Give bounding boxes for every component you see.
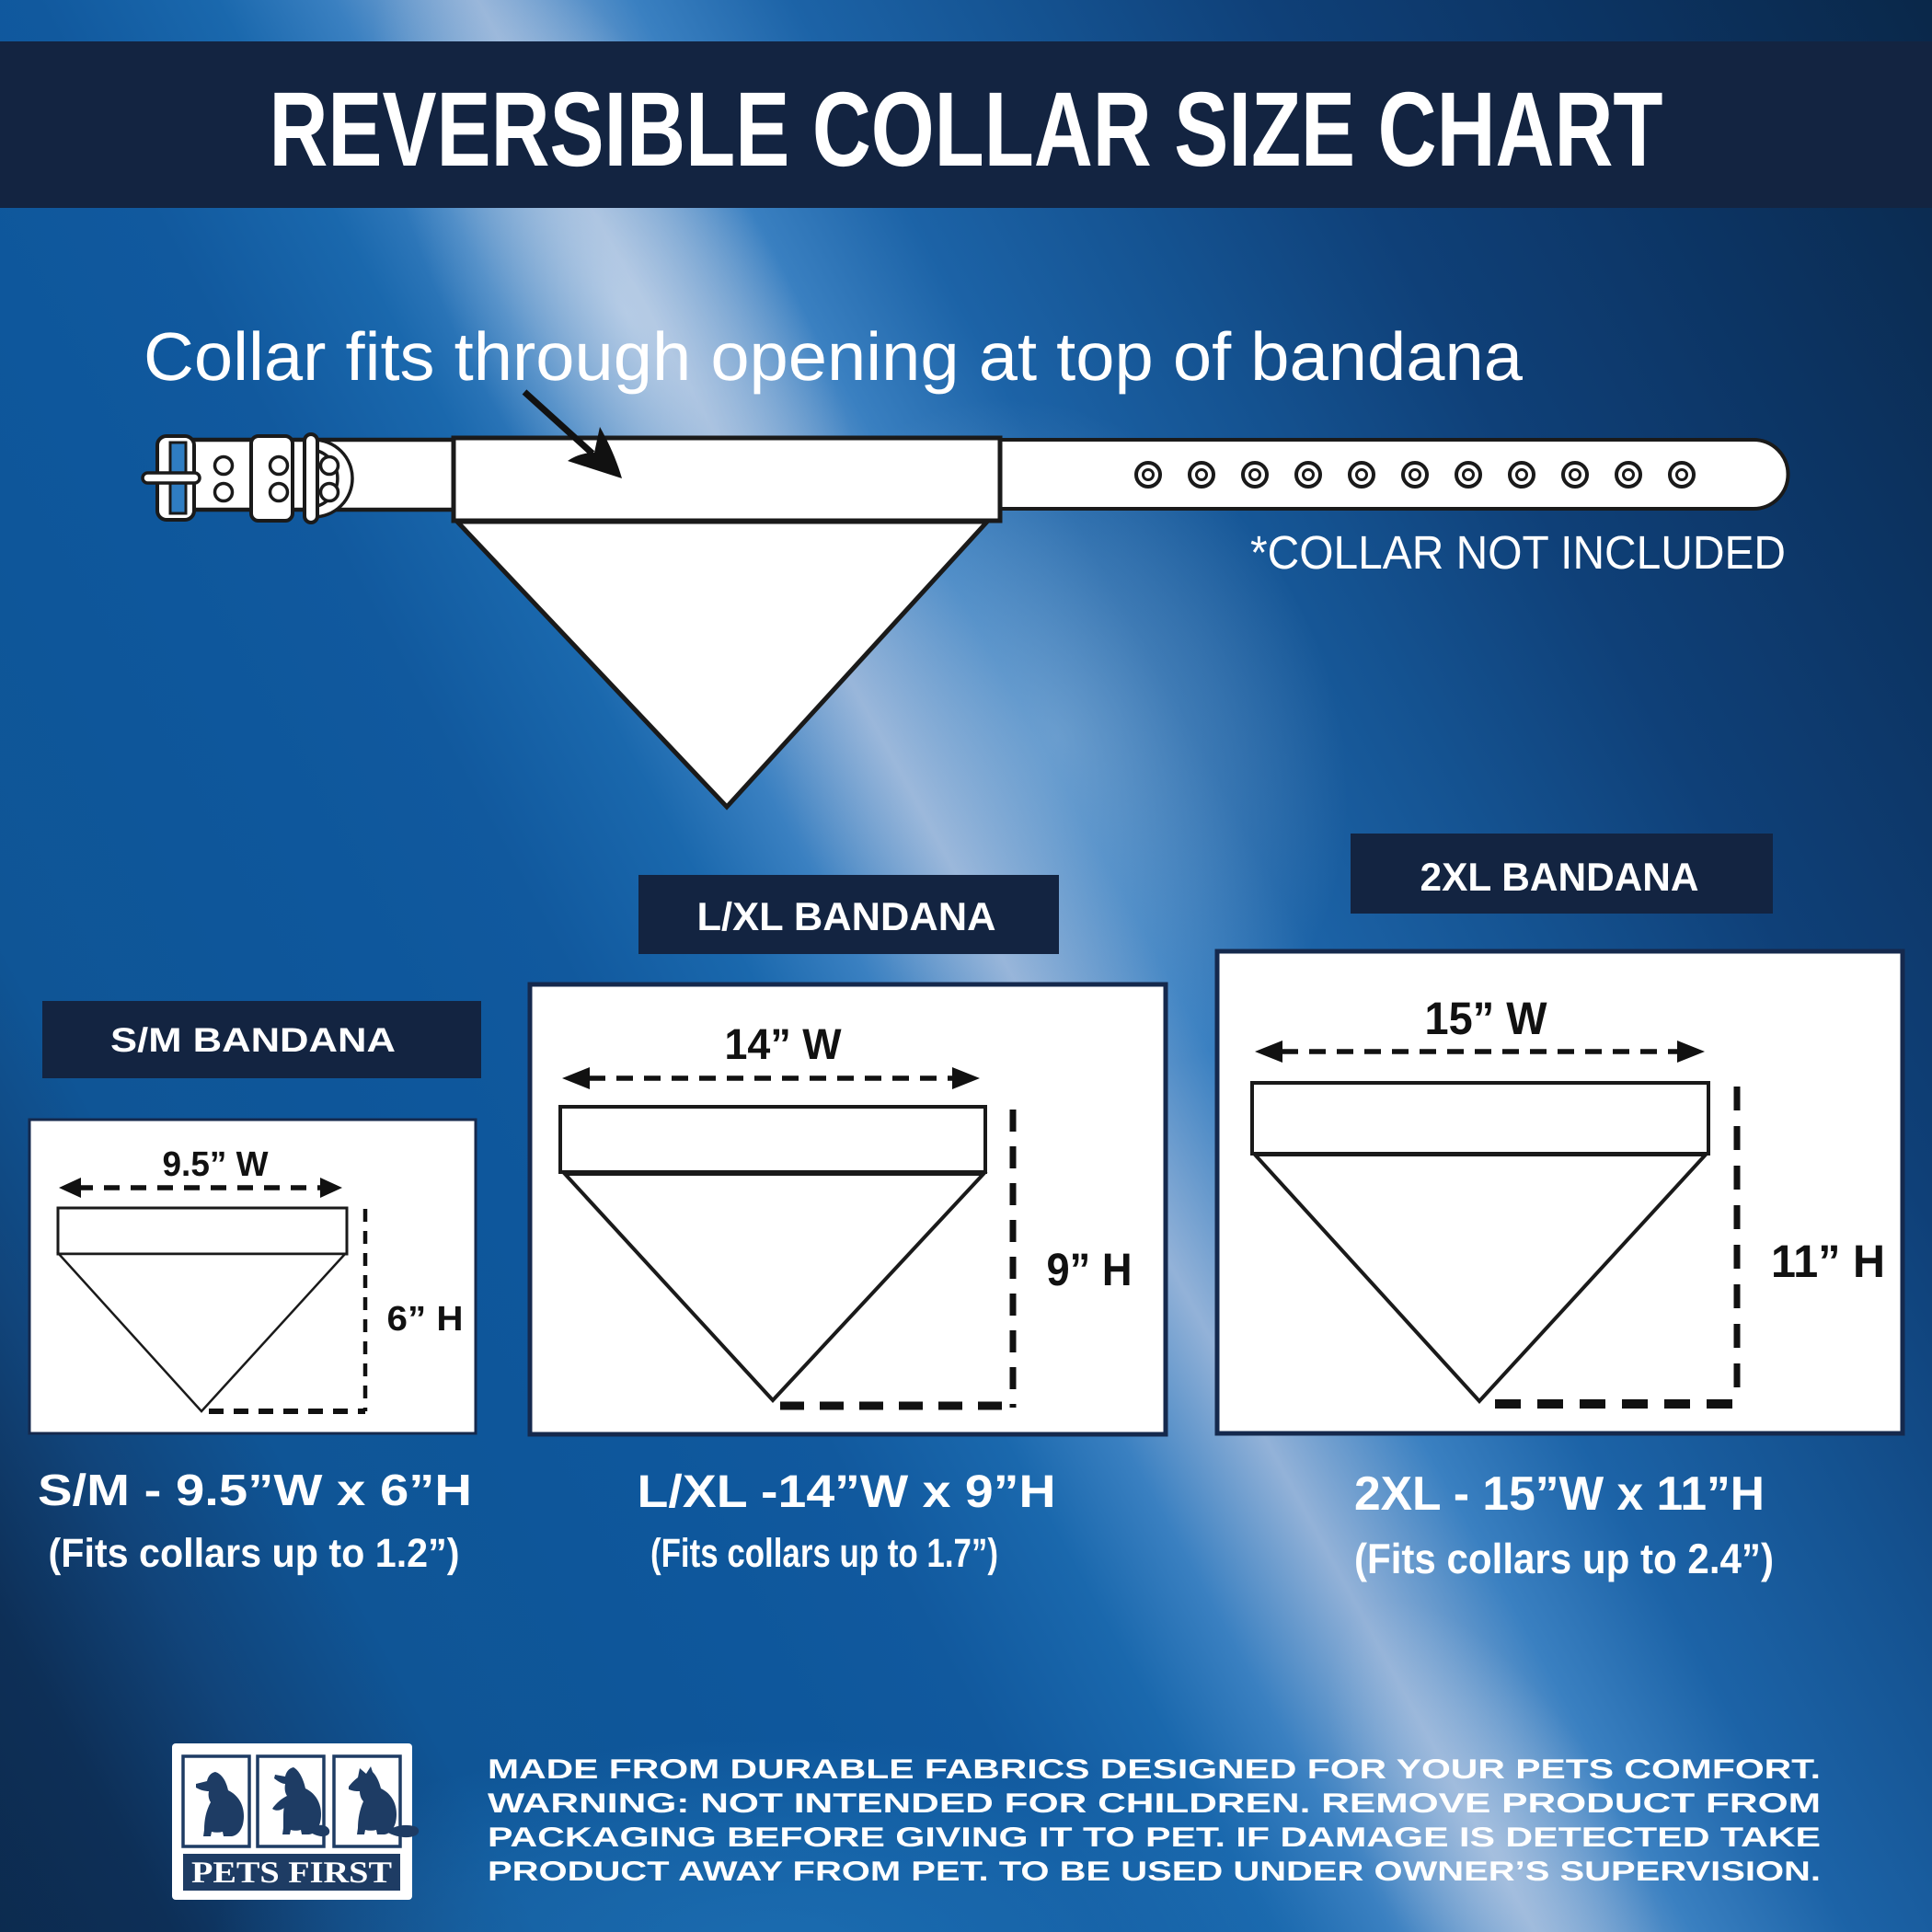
svg-text:REVERSIBLE COLLAR SIZE CHART: REVERSIBLE COLLAR SIZE CHART — [270, 71, 1663, 189]
svg-text:(Fits collars up to 1.2”): (Fits collars up to 1.2”) — [49, 1531, 460, 1576]
svg-text:9” H: 9” H — [1047, 1244, 1133, 1295]
svg-text:L/XL -14”W x 9”H: L/XL -14”W x 9”H — [638, 1466, 1056, 1517]
svg-text:(Fits collars up to 2.4”): (Fits collars up to 2.4”) — [1354, 1535, 1774, 1582]
svg-text:WARNING: NOT INTENDED FOR: WARNING: NOT INTENDED FOR CHILDREN. REMO… — [488, 1788, 1821, 1819]
svg-text:14” W: 14” W — [725, 1019, 843, 1068]
svg-text:*COLLAR NOT INCLUDED: *COLLAR NOT INCLUDED — [1250, 526, 1786, 579]
svg-text:MADE FROM DURABLE FABRICS DESI: MADE FROM DURABLE FABRICS DESIGNED FOR Y… — [488, 1754, 1821, 1785]
svg-text:S/M BANDANA: S/M BANDANA — [110, 1021, 396, 1059]
svg-text:11” H: 11” H — [1771, 1236, 1885, 1287]
svg-text:6” H: 6” H — [387, 1300, 464, 1339]
svg-text:PRODUCT AWAY FROM PET. TO BE U: PRODUCT AWAY FROM PET. TO BE USED UNDER … — [488, 1857, 1821, 1887]
svg-text:15” W: 15” W — [1425, 993, 1548, 1044]
svg-text:PACKAGING BEFORE GIVING IT TO: PACKAGING BEFORE GIVING IT TO PET. IF DA… — [488, 1823, 1821, 1853]
svg-text:9.5” W: 9.5” W — [163, 1145, 269, 1184]
svg-text:2XL - 15”W x 11”H: 2XL - 15”W x 11”H — [1354, 1467, 1765, 1521]
svg-text:Collar fits through opening at: Collar fits through opening at top of ba… — [144, 318, 1524, 395]
svg-text:S/M - 9.5”W x 6”H: S/M - 9.5”W x 6”H — [38, 1466, 472, 1515]
svg-text:L/XL BANDANA: L/XL BANDANA — [697, 895, 996, 939]
svg-text:PETS FIRST: PETS FIRST — [191, 1857, 392, 1890]
svg-text:2XL BANDANA: 2XL BANDANA — [1420, 856, 1699, 900]
svg-text:(Fits collars up to 1.7”): (Fits collars up to 1.7”) — [650, 1531, 998, 1576]
